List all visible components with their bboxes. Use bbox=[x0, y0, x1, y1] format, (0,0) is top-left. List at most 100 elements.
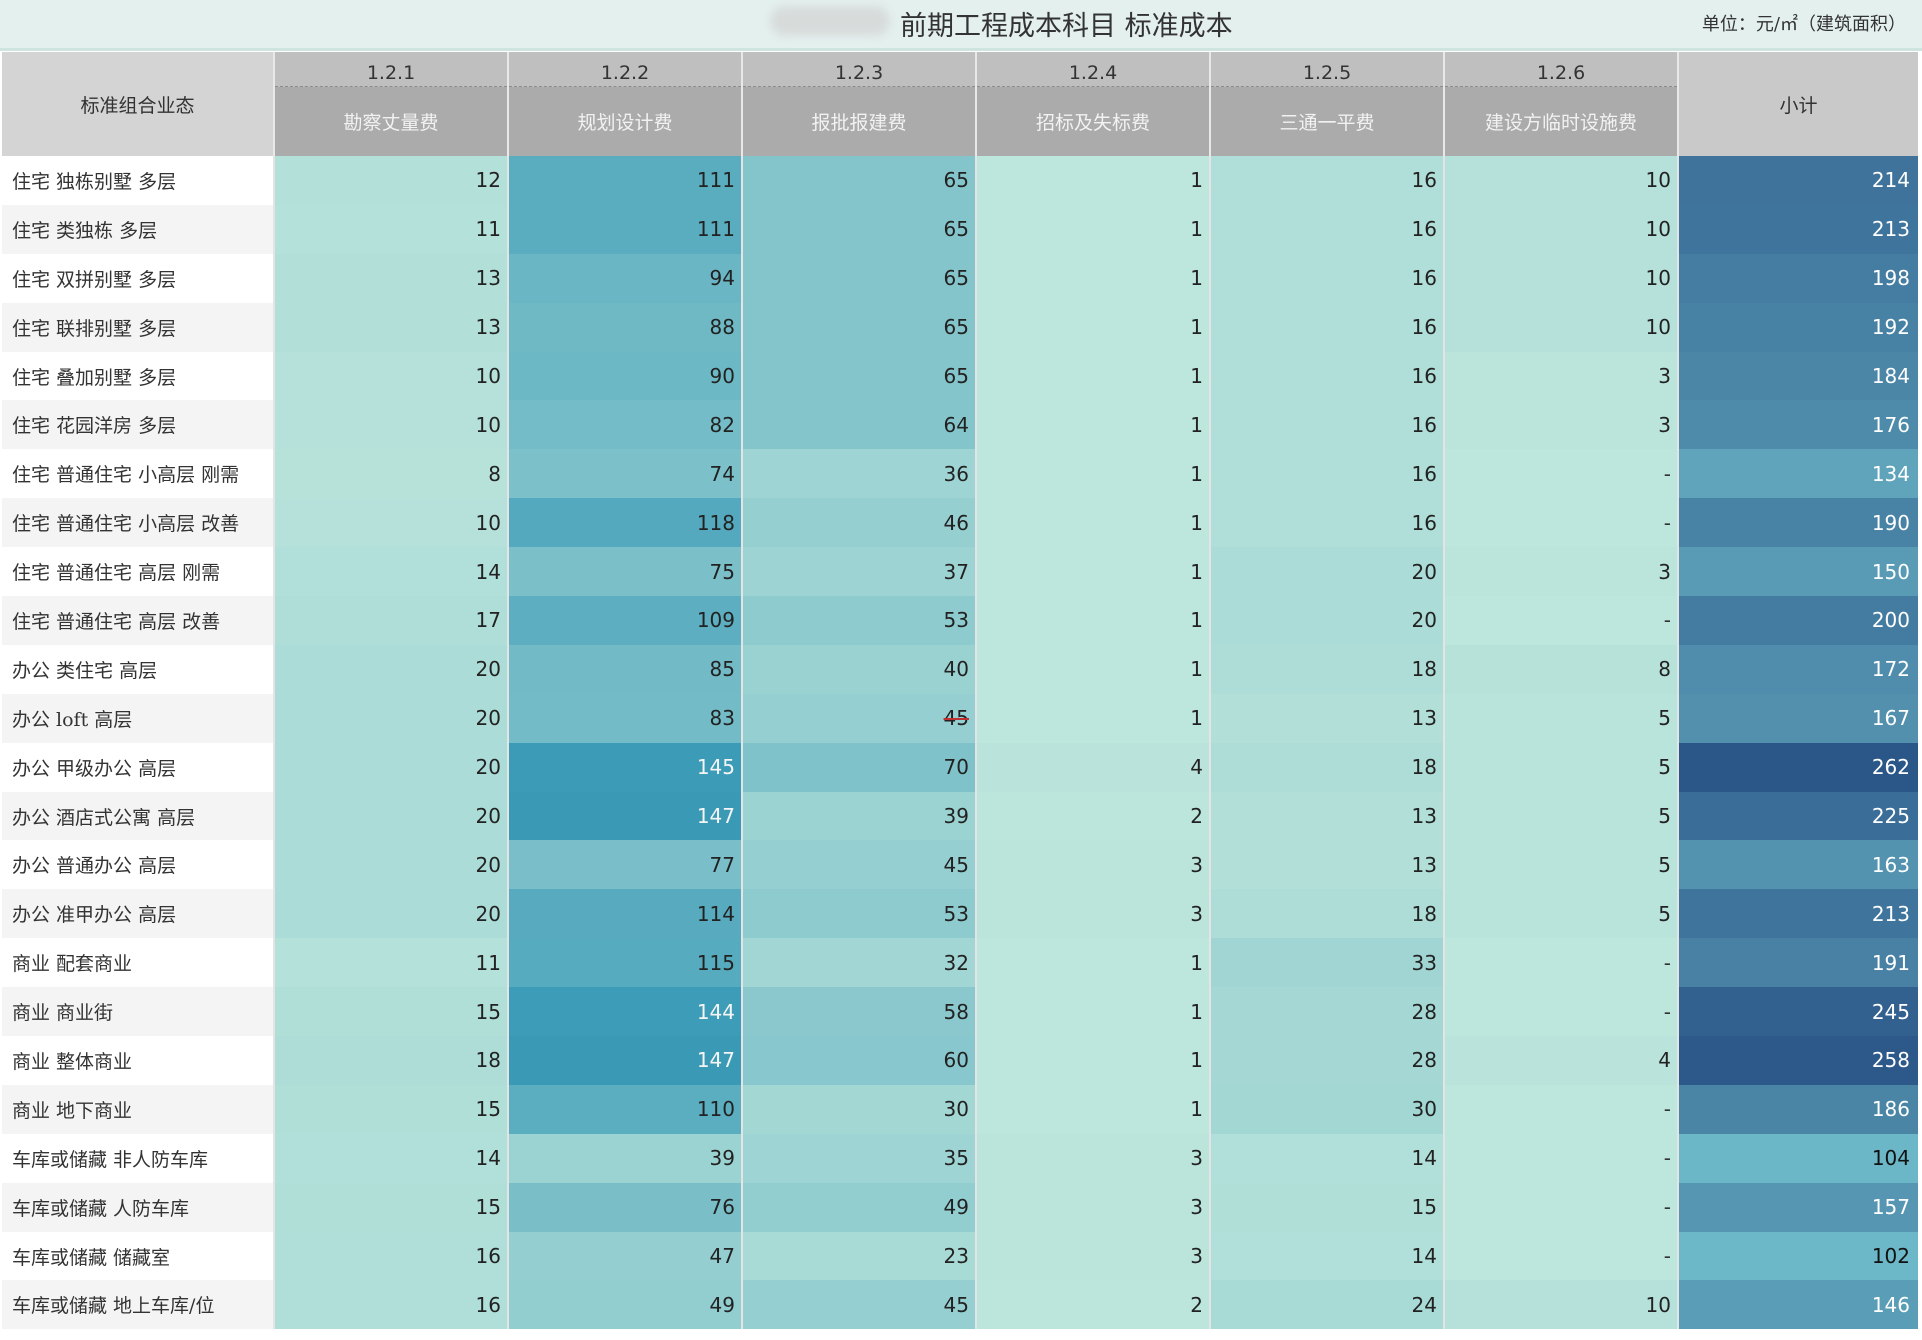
heatmap-cell: 20 bbox=[274, 693, 509, 743]
heatmap-cell: 1 bbox=[976, 156, 1211, 205]
subtotal-cell: 146 bbox=[1678, 1280, 1918, 1330]
heatmap-cell: 1 bbox=[976, 1036, 1211, 1085]
heatmap-cell: 1 bbox=[976, 253, 1211, 303]
table-row: 车库或储藏 储藏室 16 47 23 3 14-102 bbox=[2, 1231, 1918, 1281]
table-row: 商业 配套商业 11 115 32 1 33-191 bbox=[2, 938, 1918, 988]
subtotal-cell: 191 bbox=[1678, 938, 1918, 988]
heatmap-cell: 1 bbox=[976, 498, 1211, 548]
heatmap-cell: 10 bbox=[274, 498, 509, 548]
subtotal-cell: 214 bbox=[1678, 156, 1918, 205]
heatmap-cell: - bbox=[1444, 498, 1679, 548]
heatmap-cell: - bbox=[1444, 596, 1679, 645]
heatmap-cell: 11 bbox=[274, 938, 509, 988]
heatmap-cell: 14 bbox=[1210, 1133, 1445, 1183]
column-code: 1.2.5 bbox=[1210, 52, 1445, 88]
subtotal-cell: 150 bbox=[1678, 547, 1918, 597]
row-label: 商业 地下商业 bbox=[2, 1084, 275, 1134]
heatmap-cell: 5 bbox=[1444, 791, 1679, 841]
heatmap-cell: 2 bbox=[976, 1280, 1211, 1330]
subtotal-cell: 213 bbox=[1678, 889, 1918, 939]
heatmap-cell: 65 bbox=[742, 302, 977, 352]
heatmap-cell: 14 bbox=[274, 547, 509, 597]
heatmap-cell: - bbox=[1444, 449, 1679, 499]
subtotal-cell: 157 bbox=[1678, 1182, 1918, 1232]
heatmap-cell: 18 bbox=[1210, 889, 1445, 939]
heatmap-cell: 16 bbox=[1210, 351, 1445, 401]
heatmap-cell: 16 bbox=[274, 1231, 509, 1281]
table-row: 住宅 花园洋房 多层 10 82 64 1 16 3 176 bbox=[2, 400, 1918, 450]
heatmap-cell: 15 bbox=[274, 1084, 509, 1134]
heatmap-cell: 8 bbox=[274, 449, 509, 499]
heatmap-cell: 13 bbox=[1210, 791, 1445, 841]
row-label: 办公 普通办公 高层 bbox=[2, 840, 275, 890]
heatmap-cell: 13 bbox=[1210, 693, 1445, 743]
row-label: 住宅 类独栋 多层 bbox=[2, 204, 275, 254]
heatmap-cell: 2 bbox=[976, 791, 1211, 841]
heatmap-cell: 20 bbox=[274, 742, 509, 792]
row-label: 商业 商业街 bbox=[2, 987, 275, 1037]
subtotal-cell: 192 bbox=[1678, 302, 1918, 352]
row-label: 办公 准甲办公 高层 bbox=[2, 889, 275, 939]
heatmap-cell: 45 bbox=[742, 840, 977, 890]
heatmap-cell: 4 bbox=[976, 742, 1211, 792]
heatmap-cell: 1 bbox=[976, 547, 1211, 597]
subtotal-cell: 163 bbox=[1678, 840, 1918, 890]
row-label: 车库或储藏 储藏室 bbox=[2, 1231, 275, 1281]
column-name: 报批报建费 bbox=[742, 86, 977, 156]
heatmap-cell: 3 bbox=[976, 840, 1211, 890]
heatmap-cell: 53 bbox=[742, 889, 977, 939]
title-bar: 前期工程成本科目 标准成本 单位：元/㎡（建筑面积） bbox=[0, 0, 1922, 51]
heatmap-cell: - bbox=[1444, 1231, 1679, 1281]
row-label: 住宅 普通住宅 小高层 刚需 bbox=[2, 449, 275, 499]
heatmap-cell: 20 bbox=[274, 889, 509, 939]
heatmap-cell: - bbox=[1444, 987, 1679, 1037]
heatmap-cell: 16 bbox=[1210, 253, 1445, 303]
heatmap-cell: 8 bbox=[1444, 644, 1679, 694]
row-label: 办公 类住宅 高层 bbox=[2, 644, 275, 694]
heatmap-cell: 1 bbox=[976, 302, 1211, 352]
table-row: 办公 普通办公 高层 20 77 45 3 13 5 163 bbox=[2, 840, 1918, 890]
heatmap-cell: 37 bbox=[742, 547, 977, 597]
heatmap-cell: 65 bbox=[742, 156, 977, 205]
heatmap-cell: 12 bbox=[274, 156, 509, 205]
heatmap-cell: 70 bbox=[742, 742, 977, 792]
heatmap-cell: 10 bbox=[274, 351, 509, 401]
heatmap-cell: 40 bbox=[742, 644, 977, 694]
heatmap-cell: 3 bbox=[976, 1182, 1211, 1232]
heatmap-cell: - bbox=[1444, 1084, 1679, 1134]
heatmap-cell: 74 bbox=[508, 449, 743, 499]
heatmap-cell: 5 bbox=[1444, 693, 1679, 743]
heatmap-cell: 10 bbox=[1444, 156, 1679, 205]
heatmap-cell: 20 bbox=[274, 791, 509, 841]
subtotal-cell: 190 bbox=[1678, 498, 1918, 548]
row-header-label: 标准组合业态 bbox=[2, 52, 275, 156]
row-label: 住宅 叠加别墅 多层 bbox=[2, 351, 275, 401]
heatmap-cell: 114 bbox=[508, 889, 743, 939]
heatmap-cell: 3 bbox=[976, 889, 1211, 939]
heatmap-cell: 16 bbox=[1210, 156, 1445, 205]
table-row: 车库或储藏 人防车库 15 76 49 3 15-157 bbox=[2, 1182, 1918, 1232]
heatmap-cell: 5 bbox=[1444, 742, 1679, 792]
subtotal-cell: 186 bbox=[1678, 1084, 1918, 1134]
heatmap-cell: 147 bbox=[508, 791, 743, 841]
row-label: 车库或储藏 人防车库 bbox=[2, 1182, 275, 1232]
heatmap-cell: 39 bbox=[508, 1133, 743, 1183]
subtotal-cell: 225 bbox=[1678, 791, 1918, 841]
table-row: 住宅 普通住宅 小高层 刚需 8 74 36 1 16-134 bbox=[2, 449, 1918, 499]
heatmap-cell: 30 bbox=[742, 1084, 977, 1134]
heatmap-cell: 58 bbox=[742, 987, 977, 1037]
heatmap-cell: 18 bbox=[274, 1036, 509, 1085]
heatmap-cell: 49 bbox=[508, 1280, 743, 1330]
subtotal-cell: 213 bbox=[1678, 204, 1918, 254]
table-row: 办公 准甲办公 高层 20 114 53 3 18 5 213 bbox=[2, 889, 1918, 939]
heatmap-cell: 3 bbox=[1444, 547, 1679, 597]
heatmap-cell: 4 bbox=[1444, 1036, 1679, 1085]
heatmap-cell: 23 bbox=[742, 1231, 977, 1281]
heatmap-cell: 10 bbox=[1444, 204, 1679, 254]
heatmap-cell: 145 bbox=[508, 742, 743, 792]
row-label: 住宅 普通住宅 高层 改善 bbox=[2, 596, 275, 645]
table-row: 商业 地下商业 15 110 30 1 30-186 bbox=[2, 1084, 1918, 1134]
table-row: 车库或储藏 非人防车库 14 39 35 3 14-104 bbox=[2, 1133, 1918, 1183]
subtotal-cell: 245 bbox=[1678, 987, 1918, 1037]
heatmap-cell: 111 bbox=[508, 204, 743, 254]
